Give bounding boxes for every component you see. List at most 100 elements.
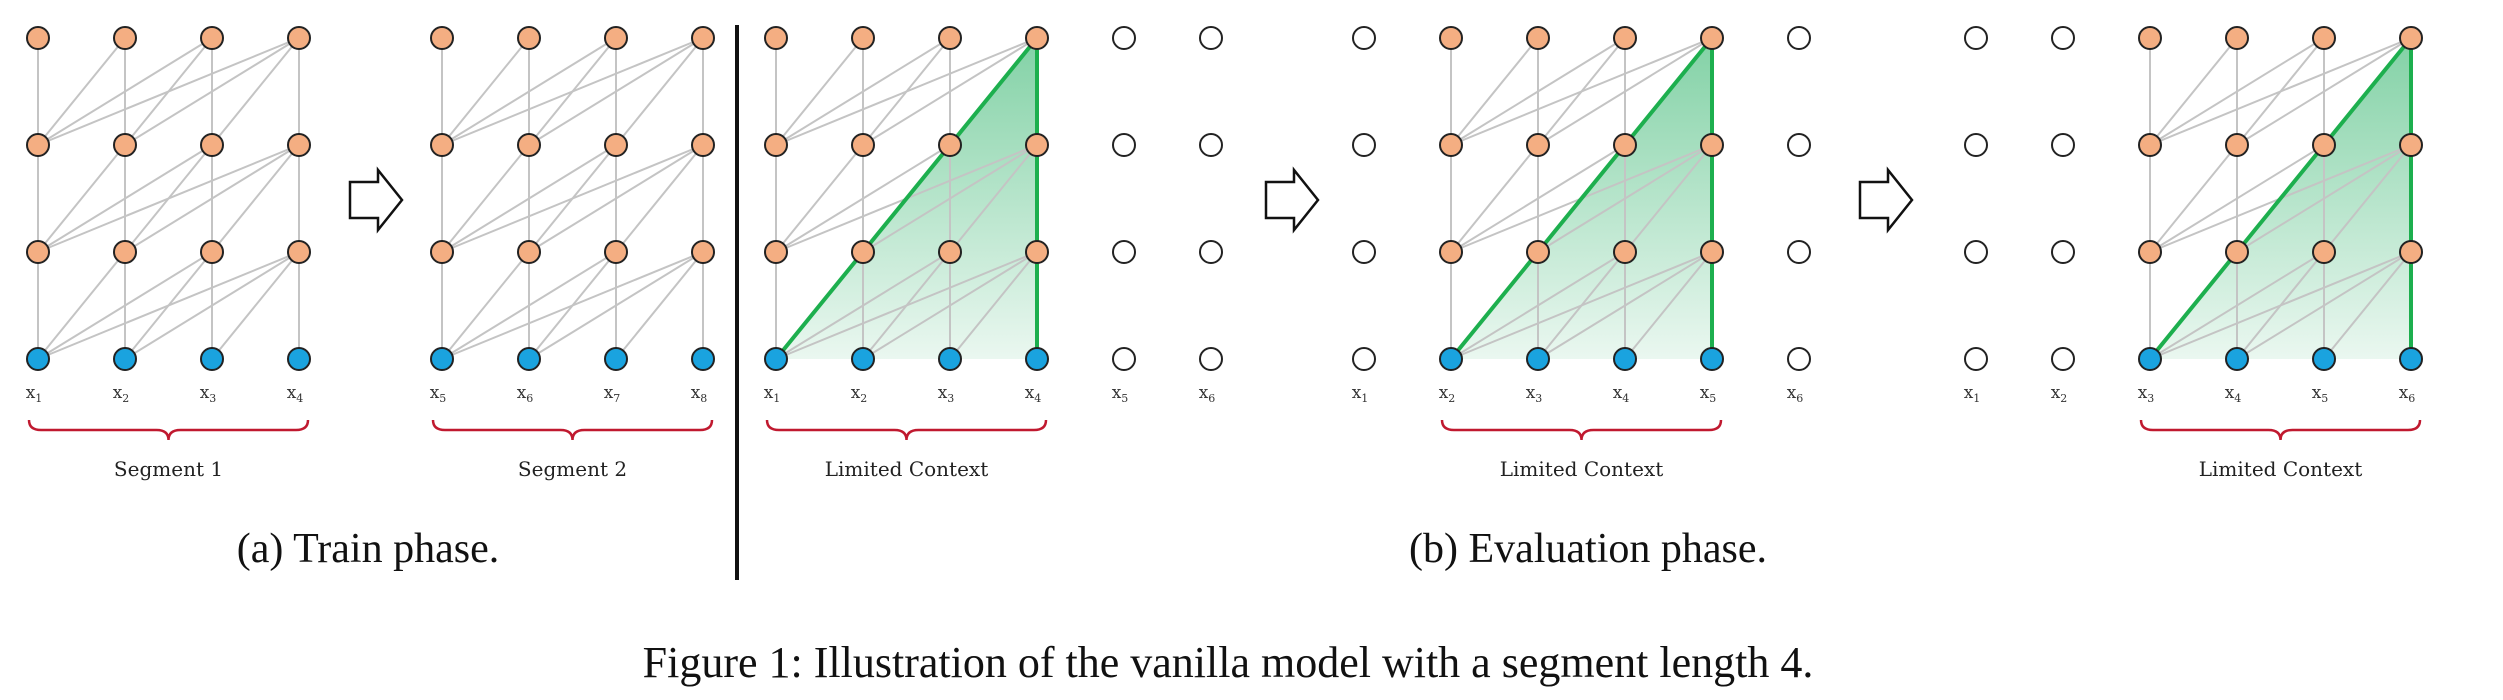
hidden-node bbox=[764, 26, 788, 50]
attention-edge bbox=[1450, 37, 1539, 146]
hidden-node bbox=[113, 26, 137, 50]
input-node bbox=[200, 347, 224, 371]
attention-edge bbox=[1624, 251, 1713, 360]
input-node bbox=[430, 347, 454, 371]
hidden-node bbox=[1025, 240, 1049, 264]
segment-brace bbox=[1440, 419, 1723, 441]
input-node bbox=[2399, 347, 2423, 371]
attention-edge bbox=[2323, 251, 2412, 360]
context-diagonal bbox=[774, 36, 1039, 361]
attention-edge bbox=[1450, 144, 1626, 253]
input-node bbox=[764, 347, 788, 371]
hidden-node bbox=[517, 240, 541, 264]
hidden-node bbox=[851, 26, 875, 50]
hidden-node bbox=[851, 240, 875, 264]
attention-edge bbox=[2149, 251, 2412, 360]
attention-edge bbox=[1537, 144, 1713, 253]
hidden-node bbox=[851, 133, 875, 157]
attention-edge bbox=[862, 37, 1038, 146]
input-node bbox=[517, 347, 541, 371]
panel-2: x5 x6 x7 x8 Segment 2 bbox=[430, 26, 715, 481]
empty-node bbox=[2051, 240, 2075, 264]
token-label: x1 bbox=[764, 383, 781, 405]
brace-label: Limited Context bbox=[1500, 457, 1664, 481]
attention-edge bbox=[124, 251, 300, 360]
input-node bbox=[1700, 347, 1724, 371]
hidden-node bbox=[691, 26, 715, 50]
attention-edge bbox=[2149, 144, 2325, 253]
attention-edge bbox=[615, 144, 704, 253]
token-label: x6 bbox=[517, 383, 534, 405]
hidden-node bbox=[200, 133, 224, 157]
attention-edge bbox=[775, 251, 951, 360]
empty-node bbox=[1787, 133, 1811, 157]
train-subcaption: (a) Train phase. bbox=[237, 526, 499, 572]
hidden-node bbox=[287, 240, 311, 264]
hidden-node bbox=[430, 240, 454, 264]
input-node bbox=[1613, 347, 1637, 371]
hidden-node bbox=[113, 133, 137, 157]
panels-layer: x1 x2 x3 x4 Segment 1 x5 x6 x7 x8 Segment 2 x1 x2 x3… bbox=[26, 26, 2423, 481]
attention-edge bbox=[37, 37, 300, 146]
empty-node bbox=[1199, 347, 1223, 371]
empty-node bbox=[1352, 133, 1376, 157]
hidden-node bbox=[26, 26, 50, 50]
empty-node bbox=[1112, 347, 1136, 371]
attention-edge bbox=[441, 144, 617, 253]
hidden-node bbox=[1700, 133, 1724, 157]
empty-node bbox=[1964, 240, 1988, 264]
input-node bbox=[2312, 347, 2336, 371]
attention-edge bbox=[2149, 37, 2412, 146]
attention-edge bbox=[441, 251, 617, 360]
attention-edge bbox=[37, 251, 126, 360]
panel-4: x1 x2 x3 x4 x5 x6 Limited Context bbox=[1352, 26, 1811, 481]
token-label: x5 bbox=[2312, 383, 2329, 405]
hidden-node bbox=[2138, 26, 2162, 50]
attention-edge bbox=[1450, 37, 1626, 146]
input-node bbox=[2225, 347, 2249, 371]
attention-edge bbox=[37, 251, 300, 360]
brace-label: Limited Context bbox=[825, 457, 989, 481]
input-node bbox=[938, 347, 962, 371]
attention-edge bbox=[2236, 251, 2412, 360]
right-arrow-icon bbox=[348, 166, 404, 234]
attention-edge bbox=[949, 251, 1038, 360]
hidden-node bbox=[2225, 133, 2249, 157]
attention-edge bbox=[528, 144, 704, 253]
attention-edge bbox=[949, 144, 1038, 253]
hidden-node bbox=[1526, 133, 1550, 157]
figure-caption: Figure 1: Illustration of the vanilla mo… bbox=[643, 638, 1814, 687]
attention-edge bbox=[37, 144, 300, 253]
attention-edge bbox=[775, 144, 951, 253]
hidden-node bbox=[938, 26, 962, 50]
hidden-node bbox=[2399, 133, 2423, 157]
right-arrow-icon bbox=[1858, 166, 1914, 234]
attention-edge bbox=[2149, 37, 2238, 146]
segment-brace bbox=[765, 419, 1048, 441]
hidden-node bbox=[200, 240, 224, 264]
attention-edge bbox=[1537, 37, 1713, 146]
attention-edge bbox=[1450, 144, 1539, 253]
empty-node bbox=[2051, 26, 2075, 50]
panel-5: x1 x2 x3 x4 x5 x6 Limited Context bbox=[1964, 26, 2423, 481]
hidden-node bbox=[1526, 240, 1550, 264]
hidden-node bbox=[691, 133, 715, 157]
attention-edge bbox=[862, 144, 1038, 253]
attention-edge bbox=[1537, 251, 1713, 360]
attention-edge bbox=[1450, 251, 1626, 360]
brace-label: Limited Context bbox=[2199, 457, 2363, 481]
token-label: x3 bbox=[2138, 383, 2155, 405]
empty-node bbox=[1964, 347, 1988, 371]
attention-edge bbox=[615, 37, 704, 146]
attention-edge bbox=[775, 37, 1038, 146]
hidden-node bbox=[691, 240, 715, 264]
hidden-node bbox=[2312, 133, 2336, 157]
empty-node bbox=[1199, 26, 1223, 50]
input-node bbox=[691, 347, 715, 371]
token-label: x1 bbox=[1964, 383, 1981, 405]
token-label: x5 bbox=[1700, 383, 1717, 405]
attention-edge bbox=[775, 251, 1038, 360]
hidden-node bbox=[287, 26, 311, 50]
hidden-node bbox=[764, 133, 788, 157]
